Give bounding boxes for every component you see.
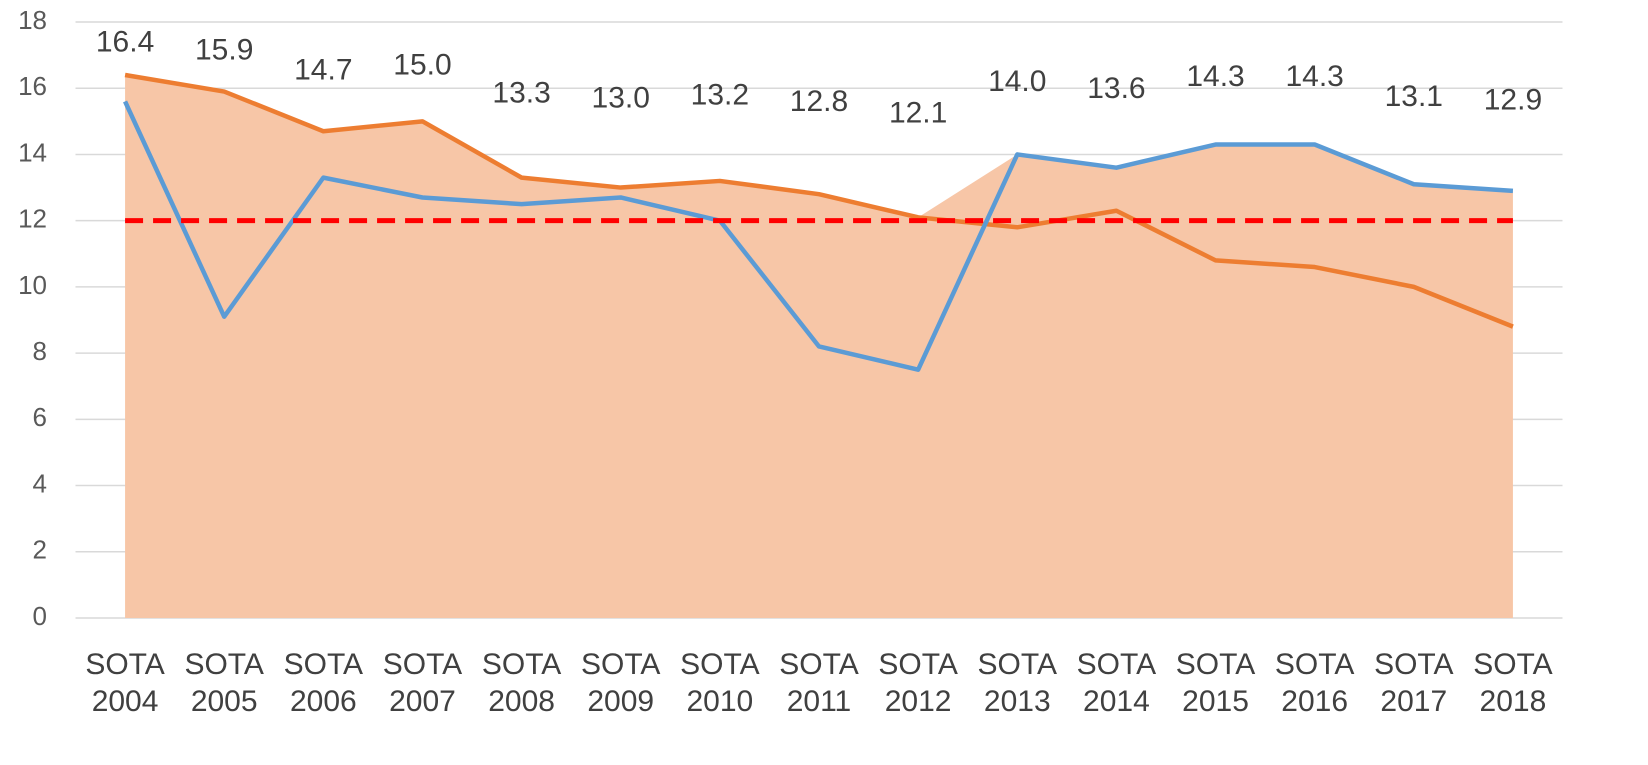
data-label: 13.1 xyxy=(1385,80,1443,113)
data-label: 13.0 xyxy=(592,82,650,115)
data-label: 14.7 xyxy=(294,54,352,87)
y-tick-label: 8 xyxy=(33,336,47,366)
y-tick-label: 2 xyxy=(33,535,47,565)
data-label: 14.3 xyxy=(1285,60,1343,93)
data-label: 12.9 xyxy=(1484,83,1542,116)
x-tick-label: SOTA 2009 xyxy=(580,648,661,718)
data-label: 13.6 xyxy=(1087,72,1145,105)
line xyxy=(123,100,1514,372)
data-label: 16.4 xyxy=(96,25,154,58)
y-tick-label: 4 xyxy=(33,468,47,498)
x-tick-label: SOTA 2011 xyxy=(779,648,859,718)
data-label: 13.2 xyxy=(691,78,749,111)
y-tick-label: 0 xyxy=(33,601,47,631)
data-label: 12.8 xyxy=(790,85,848,118)
data-label: 15.9 xyxy=(195,34,253,67)
x-tick-label: SOTA 2005 xyxy=(184,648,264,718)
data-label: 14.3 xyxy=(1186,60,1244,93)
x-tick-label: SOTA 2008 xyxy=(481,648,562,718)
x-tick-label: SOTA 2012 xyxy=(878,648,958,718)
data-label: 12.1 xyxy=(889,97,947,130)
data-label: 14.0 xyxy=(988,65,1046,98)
y-tick-label: 12 xyxy=(18,204,47,234)
data-label: 15.0 xyxy=(393,49,451,82)
x-tick-label: SOTA 2006 xyxy=(283,648,364,718)
y-tick-label: 10 xyxy=(18,270,47,300)
x-tick-label: SOTA 2017 xyxy=(1374,648,1454,718)
y-tick-label: 18 xyxy=(18,5,47,35)
x-tick-label: SOTA 2010 xyxy=(680,648,760,718)
y-tick-label: 14 xyxy=(18,137,47,167)
x-tick-label: SOTA 2016 xyxy=(1274,648,1355,718)
data-label: 13.3 xyxy=(492,77,550,110)
x-tick-label: SOTA 2014 xyxy=(1076,648,1157,718)
x-tick-label: SOTA 2018 xyxy=(1473,648,1553,718)
y-tick-label: 6 xyxy=(33,402,47,432)
x-tick-label: SOTA 2013 xyxy=(977,648,1057,718)
line xyxy=(124,72,1514,329)
x-tick-label: SOTA 2004 xyxy=(85,648,165,718)
y-tick-label: 16 xyxy=(18,71,47,101)
x-tick-label: SOTA 2007 xyxy=(382,648,463,718)
x-tick-label: SOTA 2015 xyxy=(1175,648,1256,718)
